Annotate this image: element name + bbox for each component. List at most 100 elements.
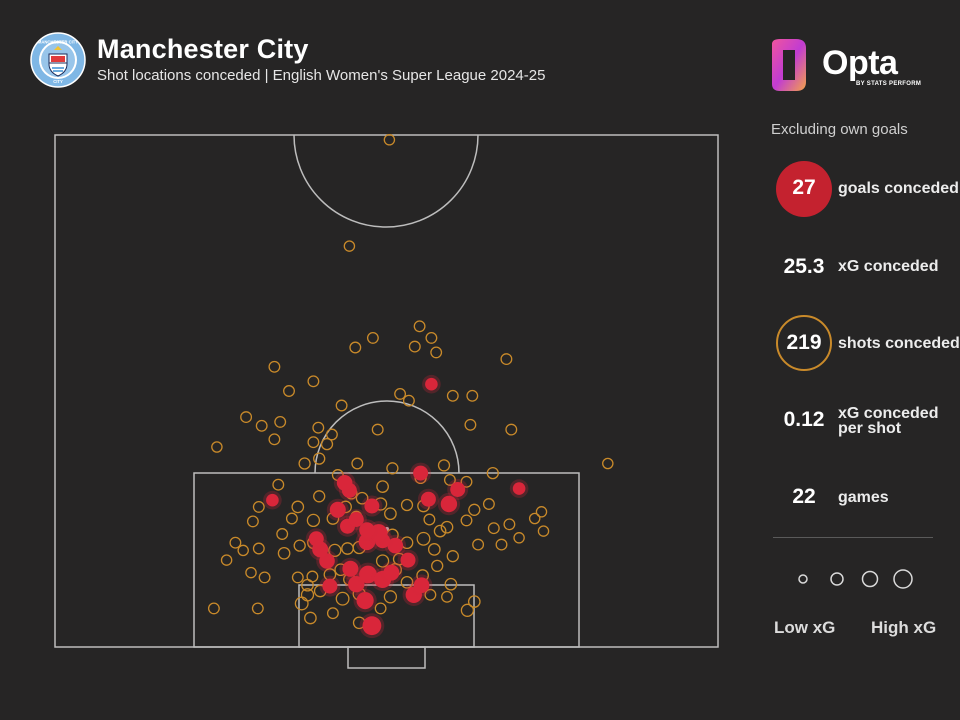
goal-point-7	[342, 560, 359, 577]
goal-point-9	[383, 564, 400, 581]
crest-text: MANCHESTER CITY	[38, 40, 78, 45]
goal-point-18	[359, 522, 375, 538]
shot-point-116	[207, 602, 220, 615]
stat-games: 22 games	[770, 469, 960, 525]
shot-point-113	[460, 603, 475, 617]
shot-point-74	[328, 543, 342, 558]
shot-point-88	[291, 571, 304, 584]
shot-point-96	[400, 575, 414, 589]
shot-point-106	[383, 590, 398, 604]
shot-point-18	[320, 437, 334, 451]
goal-point-13	[319, 553, 335, 569]
shot-point-45	[272, 478, 285, 491]
shot-point-59	[440, 520, 454, 534]
stat-xg: 25.3 xG conceded	[770, 238, 960, 294]
shot-point-67	[537, 525, 550, 537]
shot-point-115	[444, 577, 458, 591]
shot-point-6	[349, 341, 362, 354]
shot-point-104	[335, 591, 350, 606]
legend-circle-4	[893, 569, 913, 589]
shots-layer	[207, 134, 614, 630]
shot-point-12	[240, 411, 253, 424]
shot-point-40	[376, 480, 389, 493]
goal-point-24	[440, 495, 458, 513]
goal-point-15	[308, 531, 324, 547]
stats-note: Excluding own goals	[771, 121, 908, 138]
opta-logo-icon	[772, 39, 806, 91]
shot-point-44	[291, 500, 305, 514]
shot-point-7	[425, 331, 438, 344]
shot-point-61	[468, 503, 481, 516]
shot-point-103	[294, 596, 309, 611]
shot-point-10	[430, 346, 443, 359]
shot-point-29	[602, 457, 614, 470]
stat-xg-per-shot-value: 0.12	[783, 408, 825, 431]
goal-point-6	[322, 578, 338, 594]
shot-point-13	[255, 419, 268, 432]
shot-point-62	[482, 498, 495, 510]
shot-point-26	[464, 418, 477, 431]
page-subtitle: Shot locations conceded | English Women'…	[97, 67, 546, 84]
shot-point-17	[307, 436, 320, 449]
shot-point-4	[283, 385, 295, 397]
shot-point-86	[245, 566, 257, 579]
xg-size-legend	[798, 569, 913, 589]
shot-point-55	[384, 507, 397, 521]
shot-point-34	[386, 462, 399, 475]
shot-point-16	[312, 421, 325, 434]
goal-point-11	[387, 537, 404, 554]
goal-point-26	[420, 491, 436, 507]
goal-point-28	[413, 465, 429, 481]
shot-point-21	[371, 423, 384, 436]
shot-point-101	[441, 590, 453, 603]
shot-point-14	[274, 415, 287, 428]
goal-point-25	[450, 482, 466, 497]
stats-divider	[773, 537, 933, 538]
shot-point-87	[258, 571, 271, 584]
shot-point-50	[306, 513, 321, 528]
shot-point-79	[416, 531, 431, 546]
stat-goals: 27 goals conceded	[770, 161, 960, 217]
shot-point-48	[285, 512, 298, 525]
stat-xg-value: 25.3	[783, 255, 825, 278]
shot-point-112	[374, 602, 387, 615]
shot-point-98	[431, 559, 444, 573]
stat-xg-per-shot-label: xG conceded per shot	[838, 405, 939, 437]
legend-low-label: Low xG	[774, 618, 836, 637]
shot-point-81	[433, 524, 447, 538]
goal-point-29	[266, 493, 279, 507]
crest-text-bottom: CITY	[53, 79, 63, 84]
shot-point-8	[413, 320, 426, 333]
shot-point-63	[487, 522, 500, 535]
goal-point-27	[336, 475, 353, 491]
penalty-area	[193, 472, 580, 648]
shot-point-85	[220, 554, 233, 566]
shot-point-64	[503, 518, 516, 531]
stat-games-value: 22	[792, 485, 816, 508]
shot-point-110	[301, 578, 314, 592]
shot-point-46	[252, 500, 265, 513]
goal	[347, 646, 426, 669]
legend-circle-2	[830, 572, 844, 586]
shot-point-38	[460, 475, 473, 488]
shot-point-99	[446, 550, 459, 563]
shot-point-43	[313, 490, 326, 503]
shot-point-56	[400, 498, 414, 512]
stat-goals-label: goals conceded	[838, 180, 959, 197]
goal-point-10	[400, 552, 416, 568]
shot-point-37	[443, 473, 456, 486]
shot-point-31	[313, 452, 326, 465]
shot-point-93	[375, 554, 390, 568]
shot-point-22	[394, 387, 407, 400]
stat-shots: 219 shots conceded	[770, 315, 960, 371]
shot-point-19	[335, 399, 348, 412]
stat-xg-per-shot-line1: xG conceded	[838, 405, 939, 422]
shot-point-20	[325, 428, 338, 441]
stat-shots-label: shots conceded	[838, 335, 960, 352]
stat-games-label: games	[838, 489, 889, 506]
shot-point-108	[326, 607, 339, 620]
shot-point-9	[408, 340, 421, 353]
shot-point-39	[486, 466, 499, 480]
shot-point-49	[276, 528, 289, 540]
